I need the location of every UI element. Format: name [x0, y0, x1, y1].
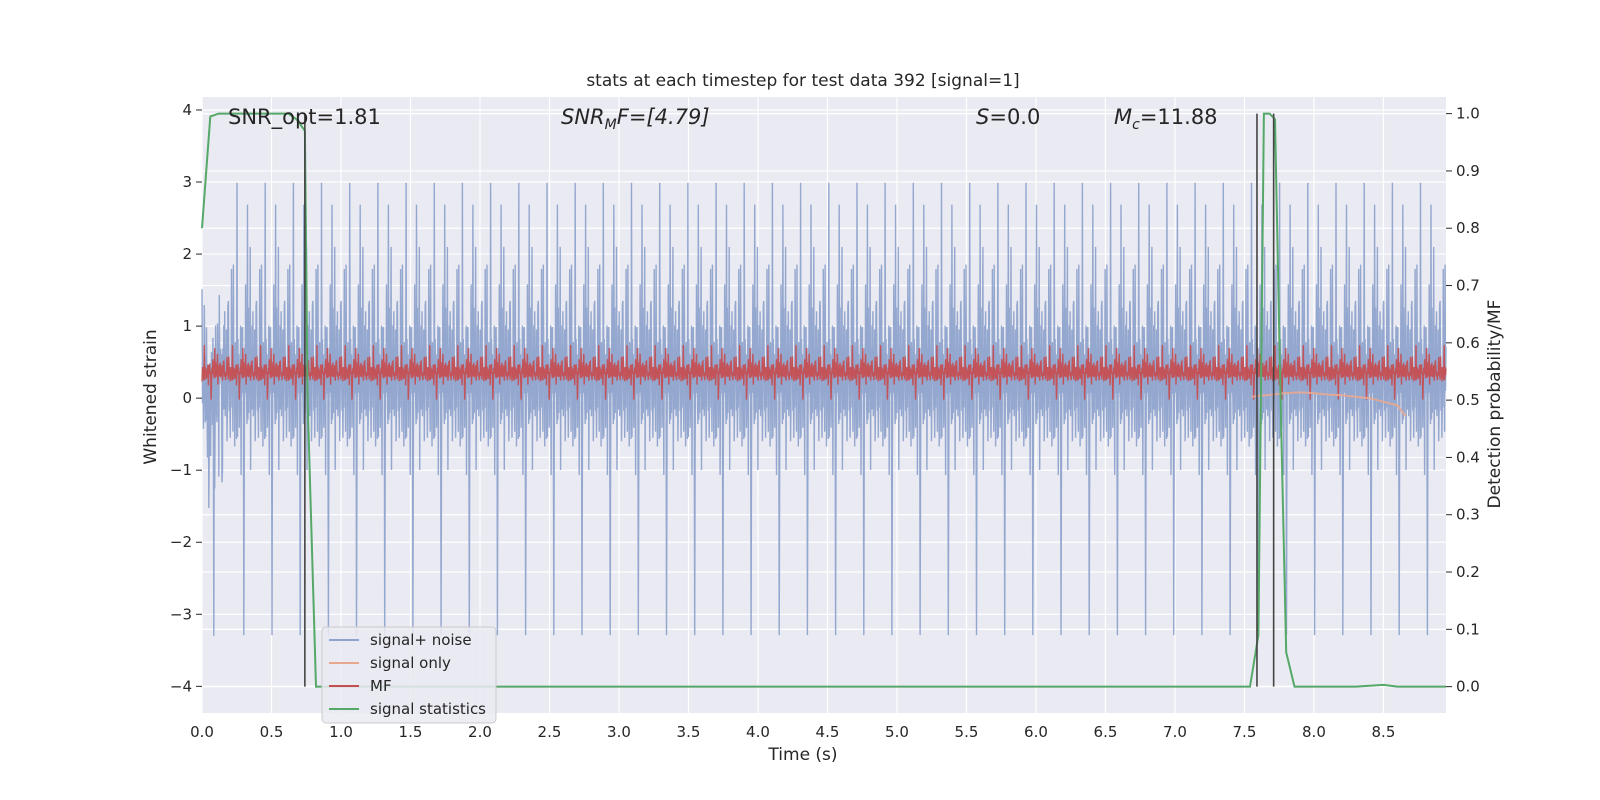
x-tick-label: 8.0 [1302, 723, 1326, 741]
y-tick-left-label: −1 [170, 461, 192, 479]
legend-box [321, 626, 497, 724]
annotation-mc: Mc=11.88 [1114, 105, 1218, 133]
chart-title: stats at each timestep for test data 392… [586, 71, 1019, 91]
x-tick-label: 1.0 [329, 723, 353, 741]
legend-label-signal-statistics: signal statistics [370, 700, 486, 718]
y-tick-left-label: −4 [170, 677, 192, 695]
y-tick-right-label: 0.6 [1456, 334, 1480, 352]
y-tick-left-label: 2 [182, 245, 192, 263]
y-tick-right-label: 0.4 [1456, 448, 1480, 466]
x-tick-label: 5.5 [955, 723, 979, 741]
x-tick-label: 6.5 [1094, 723, 1118, 741]
y-tick-left-label: 0 [182, 389, 192, 407]
legend: signal+ noise signal only MF signal stat… [321, 626, 497, 724]
annotation-snr-opt: SNR_opt=1.81 [228, 105, 381, 130]
x-tick-label: 4.5 [816, 723, 840, 741]
x-tick-label: 3.5 [677, 723, 701, 741]
x-tick-label: 5.0 [885, 723, 909, 741]
y-tick-right-label: 0.2 [1456, 563, 1480, 581]
y-axis-right-ticks: 1.0 0.9 0.8 0.7 0.6 0.5 0.4 0.3 0.2 0.1 0.0 [1446, 105, 1480, 696]
y-axis-right-label: Detection probability/MF [1485, 300, 1505, 509]
x-axis-label: Time (s) [767, 745, 837, 765]
x-tick-label: 7.0 [1163, 723, 1187, 741]
x-tick-label: 1.5 [399, 723, 423, 741]
annotation-s: S=0.0 [976, 105, 1040, 129]
x-tick-label: 0.0 [190, 723, 214, 741]
y-tick-right-label: 0.7 [1456, 277, 1480, 295]
y-axis-left-label: Whitened strain [141, 329, 161, 464]
x-tick-label: 2.0 [468, 723, 492, 741]
x-tick-label: 0.5 [260, 723, 284, 741]
y-tick-right-label: 0.0 [1456, 678, 1480, 696]
y-axis-left-ticks: 4 3 2 1 0 −1 −2 −3 −4 [170, 101, 202, 695]
x-axis-ticks: 0.0 0.5 1.0 1.5 2.0 2.5 3.0 3.5 4.0 4.5 5.0 5.5 6.0 6… [190, 723, 1395, 741]
x-tick-label: 8.5 [1372, 723, 1396, 741]
series-line [1251, 391, 1407, 417]
legend-label-mf: MF [370, 677, 392, 695]
y-tick-right-label: 0.5 [1456, 391, 1480, 409]
vertical-markers [304, 113, 1275, 687]
x-tick-label: 7.5 [1233, 723, 1257, 741]
series-line [201, 345, 1447, 400]
y-tick-left-label: 3 [182, 173, 192, 191]
x-tick-label: 3.0 [607, 723, 631, 741]
legend-label-signal-only: signal only [370, 654, 451, 672]
y-tick-right-label: 0.9 [1456, 162, 1480, 180]
y-tick-left-label: 4 [182, 101, 192, 119]
y-tick-right-label: 0.1 [1456, 620, 1480, 638]
y-tick-left-label: 1 [182, 317, 192, 335]
series-mf [201, 345, 1447, 400]
x-tick-label: 2.5 [538, 723, 562, 741]
x-tick-label: 4.0 [746, 723, 770, 741]
series-signal-statistics [201, 112, 1446, 688]
series-signal-only [1251, 391, 1407, 417]
y-tick-right-label: 0.8 [1456, 219, 1480, 237]
y-tick-right-label: 1.0 [1456, 105, 1480, 123]
y-tick-left-label: −3 [170, 605, 192, 623]
x-tick-label: 6.0 [1024, 723, 1048, 741]
y-tick-right-label: 0.3 [1456, 506, 1480, 524]
y-tick-left-label: −2 [170, 533, 192, 551]
legend-label-signal-noise: signal+ noise [370, 631, 472, 649]
annotation-snr-mf: SNRMF=[4.79] [561, 105, 710, 133]
series-line [201, 112, 1446, 688]
